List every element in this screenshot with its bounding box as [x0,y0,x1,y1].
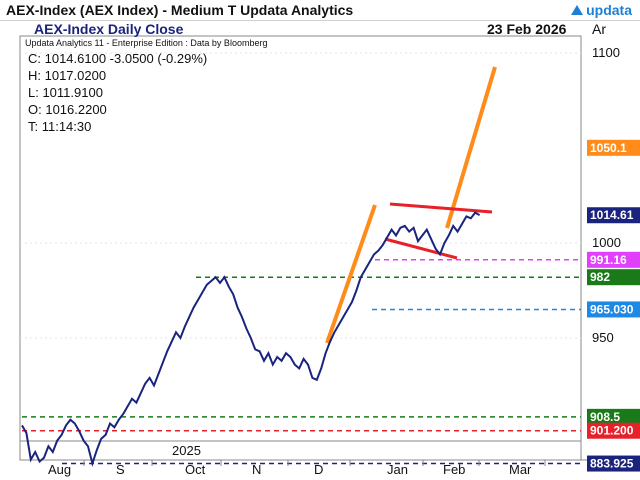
x-month-label: Mar [509,462,532,477]
red-trend-line-lower [384,237,458,260]
price-tag-bg [587,207,640,224]
price-tag-label: 1050.1 [590,141,627,155]
price-tag: 991.16 [587,251,640,268]
ohlc-open: O: 1016.2200 [28,102,107,117]
price-tag: 965.030 [587,301,640,318]
price-tag-bg [587,408,640,425]
x-month-label: Oct [185,462,206,477]
window-titlebar: AEX-Index (AEX Index) - Medium T Updata … [0,0,640,21]
x-month-label: Feb [443,462,465,477]
ohlc-high: H: 1017.0200 [28,68,107,83]
price-tag-label: 883.925 [590,457,634,471]
price-tag-bg [587,269,640,286]
chart-date: 23 Feb 2026 [487,21,567,37]
brand-logo: updata [571,2,632,18]
x-month-label: Jan [387,462,408,477]
price-tag: 982 [587,269,640,286]
red-trend-line-upper [389,202,493,214]
price-tag-bg [587,301,640,318]
price-tags: 1050.1 1014.61 991.16 982 965.030 908.5901.20… [587,139,640,472]
x-year-label: 2025 [172,443,201,458]
price-tag-label: 908.5 [590,410,620,424]
price-tag-label: 965.030 [590,302,634,316]
y-tick-label: 1000 [592,235,621,250]
data-credit: Updata Analytics 11 - Enterprise Edition… [25,38,268,48]
axis-label: Ar [592,21,606,37]
y-tick-label: 950 [592,330,614,345]
x-axis-months: Aug S Oct N D Jan Feb Mar [48,460,546,477]
price-tag-label: 991.16 [590,253,627,267]
price-tag-bg [587,251,640,268]
orange-trend-line-2 [445,66,497,229]
level-lines [22,259,581,465]
price-tag-label: 901.200 [590,424,634,438]
x-month-label: S [116,462,125,477]
trend-lines [325,66,497,344]
price-series-line [21,211,481,467]
x-month-label: Aug [48,462,71,477]
window-title: AEX-Index (AEX Index) - Medium T Updata … [6,2,354,18]
brand-name: updata [586,2,632,18]
price-tag-label: 982 [590,270,610,284]
price-tag: 883.925 [587,455,640,472]
price-tag-bg [587,422,640,439]
plot-frame [19,35,582,461]
ohlc-close: C: 1014.6100 -3.0500 (-0.29%) [28,51,208,66]
price-tag: 1014.61 [587,207,640,224]
price-tag: 1050.1 [587,139,640,156]
orange-trend-line-1 [325,204,377,344]
price-tag-label: 1014.61 [590,208,634,222]
chart-subtitle: AEX-Index Daily Close [34,21,184,37]
x-month-label: N [252,462,261,477]
price-tag: 901.200 [587,422,640,439]
y-tick-label: 1100 [592,45,620,60]
x-month-label: D [314,462,323,477]
updata-arrow-icon [571,5,584,15]
y-axis-ticks: 1100 1000 950 [592,45,621,345]
ohlc-low: L: 1011.9100 [28,85,103,100]
price-tag-bg [587,455,640,472]
ohlc-time: T: 11:14:30 [28,119,92,134]
grid [20,52,581,339]
price-tag-bg [587,139,640,156]
price-tag: 908.5 [587,408,640,425]
